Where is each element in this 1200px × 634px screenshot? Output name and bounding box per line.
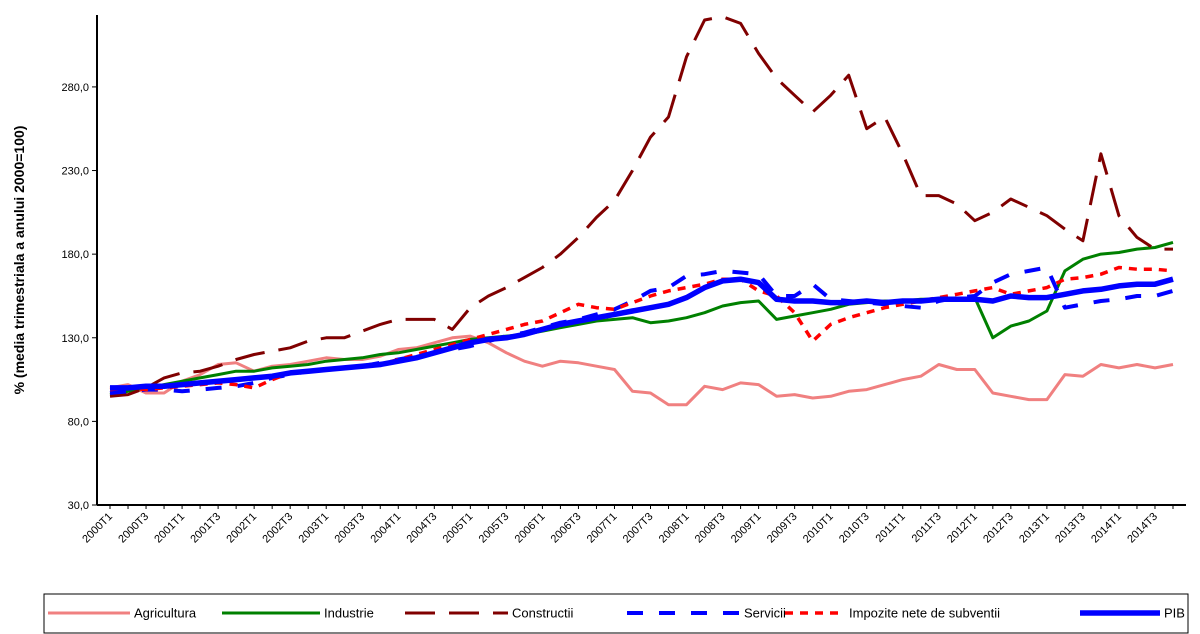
legend-label: Constructii — [512, 605, 574, 620]
x-tick-label: 2003T3 — [332, 511, 367, 546]
x-tick-label: 2011T3 — [910, 511, 944, 545]
x-tick-label: 2006T1 — [513, 511, 548, 546]
series-line — [109, 334, 1174, 407]
x-tick-label: 2001T3 — [188, 511, 223, 546]
x-tick-label: 2007T1 — [585, 511, 620, 546]
x-tick-label: 2002T1 — [224, 511, 259, 546]
y-tick-label: 180,0 — [61, 249, 89, 261]
series-line — [109, 265, 1174, 395]
x-tick-label: 2010T1 — [801, 511, 836, 546]
x-tick-label: 2007T3 — [621, 511, 656, 546]
legend-box — [43, 593, 1189, 634]
x-tick-label: 2004T1 — [369, 511, 404, 546]
x-tick-label: 2012T1 — [945, 511, 980, 546]
y-tick-label: 30,0 — [68, 500, 89, 512]
x-tick-label: 2005T1 — [441, 511, 476, 546]
y-tick-label: 230,0 — [61, 166, 89, 178]
x-tick-label: 2012T3 — [981, 511, 1016, 546]
x-tick-label: 2013T1 — [1017, 511, 1052, 546]
legend-label: Impozite nete de subventii — [849, 605, 1000, 620]
legend-label: Industrie — [324, 605, 374, 620]
x-tick-label: 2008T1 — [657, 511, 692, 546]
series-line — [109, 265, 1174, 392]
x-tick-label: 2010T3 — [837, 511, 872, 546]
series-line — [109, 15, 1173, 398]
x-tick-label: 2003T1 — [296, 511, 331, 546]
x-tick-label: 2009T3 — [765, 511, 800, 546]
x-tick-label: 2008T3 — [693, 511, 728, 546]
x-tick-label: 2009T1 — [729, 511, 764, 546]
x-tick-label: 2011T1 — [874, 511, 908, 545]
legend-label: PIB — [1164, 605, 1185, 620]
x-tick-label: 2006T3 — [549, 511, 584, 546]
series-line — [110, 276, 1174, 391]
series-line — [109, 240, 1174, 397]
x-tick-label: 2000T1 — [80, 511, 115, 546]
y-tick-label: 80,0 — [68, 416, 89, 428]
x-tick-label: 2001T1 — [152, 511, 187, 546]
x-tick-label: 2013T3 — [1053, 511, 1088, 546]
x-tick-label: 2004T3 — [405, 511, 440, 546]
legend-label: Agricultura — [134, 605, 197, 620]
legend-label: Servicii — [744, 605, 786, 620]
x-tick-label: 2005T3 — [477, 511, 512, 546]
y-tick-label: 280,0 — [61, 82, 89, 94]
x-tick-label: 2014T3 — [1125, 511, 1160, 546]
x-tick-label: 2014T1 — [1089, 511, 1124, 546]
x-tick-label: 2002T3 — [260, 511, 295, 546]
y-axis-label: % (media trimestriala a anului 2000=100) — [11, 126, 27, 395]
x-tick-label: 2000T3 — [116, 511, 151, 546]
y-tick-label: 130,0 — [61, 333, 89, 345]
